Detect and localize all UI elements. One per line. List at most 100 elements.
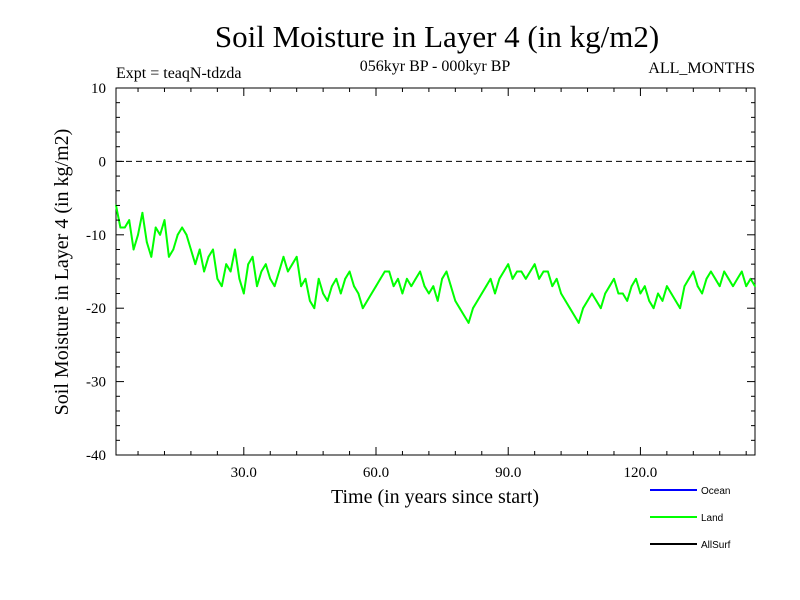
data-point [335, 277, 338, 280]
data-point [692, 270, 695, 273]
data-point [551, 285, 554, 288]
data-point [313, 307, 316, 310]
data-point [754, 285, 756, 288]
data-point [480, 292, 483, 295]
data-point [635, 277, 637, 280]
data-point [696, 285, 699, 288]
data-point [445, 270, 448, 273]
data-point [282, 255, 285, 258]
data-point [331, 285, 333, 288]
data-point [454, 299, 457, 302]
data-point [485, 285, 488, 288]
data-point [657, 292, 659, 295]
data-point [573, 314, 576, 317]
chart-titles: Soil Moisture in Layer 4 (in kg/m2) Expt… [116, 19, 755, 82]
y-tick-label: -40 [86, 448, 106, 464]
data-point [564, 299, 567, 302]
data-point [472, 307, 474, 310]
data-point [586, 299, 589, 302]
data-point [309, 299, 311, 302]
data-point [414, 277, 417, 280]
legend: Ocean Land AllSurf [650, 486, 731, 551]
legend-label-allsurf: AllSurf [701, 540, 731, 551]
data-point [560, 292, 562, 295]
data-point [176, 233, 179, 236]
x-tick-label: 90.0 [495, 465, 521, 481]
data-point [128, 219, 131, 222]
x-axis: 30.0 60.0 90.0 120.0 [137, 88, 747, 481]
data-point [137, 233, 139, 236]
legend-label-land: Land [701, 513, 723, 524]
data-point [740, 270, 743, 273]
data-point [291, 263, 294, 266]
data-point [247, 263, 250, 266]
data-point [670, 292, 673, 295]
data-point [714, 277, 717, 280]
data-point [132, 248, 135, 251]
legend-label-ocean: Ocean [701, 486, 730, 497]
series-line-land [115, 205, 756, 324]
data-point [242, 292, 245, 295]
data-point [194, 263, 197, 266]
data-point [379, 277, 382, 280]
data-point [119, 226, 122, 229]
data-point [732, 285, 734, 288]
data-point [419, 270, 421, 273]
data-point [388, 270, 391, 273]
data-point [278, 270, 280, 273]
data-point [683, 285, 686, 288]
data-point [220, 285, 223, 288]
data-point [203, 270, 206, 273]
data-point [516, 270, 518, 273]
data-point [225, 263, 228, 266]
data-point [710, 270, 712, 273]
data-point [441, 277, 444, 280]
data-point [679, 307, 681, 310]
data-point [229, 270, 232, 273]
data-point [727, 277, 730, 280]
y-tick-label: 0 [99, 154, 107, 170]
x-tick-label: 60.0 [363, 465, 389, 481]
data-point [159, 233, 161, 236]
data-point [665, 285, 668, 288]
data-point [467, 321, 470, 324]
data-point [577, 321, 580, 324]
data-point [520, 270, 523, 273]
data-point [538, 277, 540, 280]
data-point [450, 285, 452, 288]
data-point [353, 285, 355, 288]
months-label: ALL_MONTHS [648, 60, 755, 77]
data-point [256, 285, 258, 288]
y-axis: 10 0 -10 -20 -30 -40 [86, 81, 755, 464]
data-point [423, 285, 426, 288]
data-point [613, 277, 615, 280]
data-point [595, 299, 598, 302]
data-point [366, 299, 369, 302]
data-point [621, 292, 624, 295]
data-point [723, 270, 726, 273]
data-point [674, 299, 677, 302]
data-layer [115, 204, 756, 324]
data-point [507, 263, 510, 266]
data-point [436, 299, 439, 302]
data-point [718, 285, 721, 288]
plot-area: 30.0 60.0 90.0 120.0 10 0 -10 -20 -30 -40 [86, 81, 756, 481]
data-point [582, 307, 585, 310]
y-tick-label: -10 [86, 228, 106, 244]
data-point [599, 307, 602, 310]
data-point [234, 248, 236, 251]
data-point [405, 277, 408, 280]
data-point [172, 248, 175, 251]
data-point [476, 299, 479, 302]
data-point [463, 314, 466, 317]
data-point [392, 285, 395, 288]
data-point [198, 248, 201, 251]
data-point [181, 226, 184, 229]
data-point [639, 292, 642, 295]
data-point [326, 299, 329, 302]
data-point [212, 248, 214, 251]
data-point [661, 299, 664, 302]
data-point [648, 299, 651, 302]
data-point [304, 277, 307, 280]
